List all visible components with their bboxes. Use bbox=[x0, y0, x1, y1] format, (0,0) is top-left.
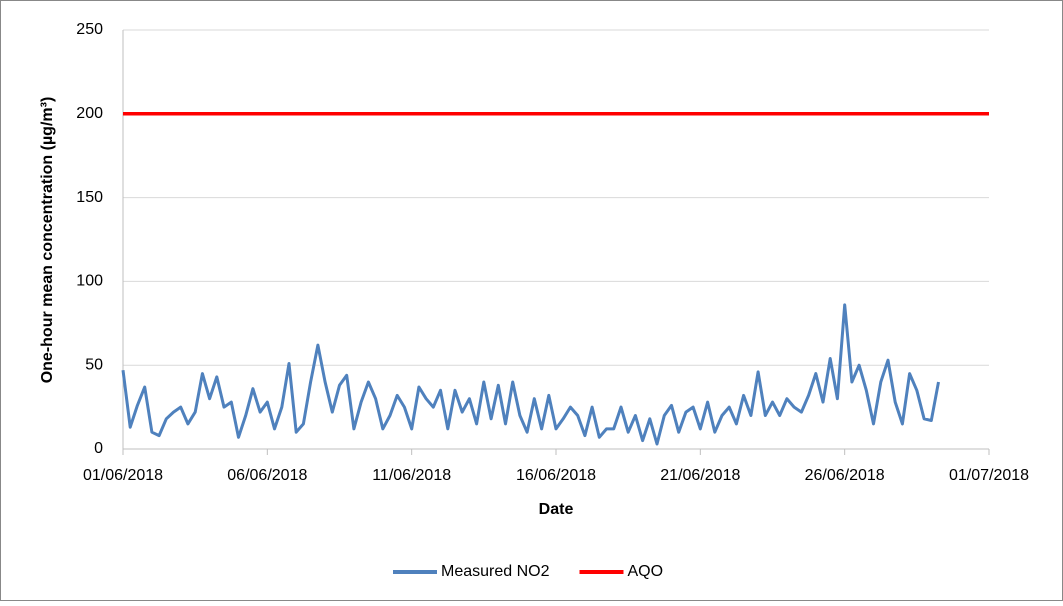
y-axis-title: One-hour mean concentration (µg/m³) bbox=[39, 97, 56, 384]
x-tick-label: 11/06/2018 bbox=[372, 467, 451, 484]
y-tick-label: 250 bbox=[76, 21, 103, 38]
x-tick-label: 01/06/2018 bbox=[83, 467, 163, 484]
x-tick-label: 06/06/2018 bbox=[227, 467, 307, 484]
legend-label: Measured NO2 bbox=[441, 563, 550, 580]
y-tick-label: 50 bbox=[85, 356, 103, 373]
y-tick-label: 200 bbox=[76, 105, 103, 122]
x-axis-title: Date bbox=[539, 501, 574, 518]
x-tick-label: 21/06/2018 bbox=[660, 467, 740, 484]
x-tick-label: 16/06/2018 bbox=[516, 467, 596, 484]
x-tick-label: 26/06/2018 bbox=[805, 467, 885, 484]
y-tick-label: 0 bbox=[94, 440, 103, 457]
legend-label: AQO bbox=[628, 563, 664, 580]
x-tick-label: 01/07/2018 bbox=[949, 467, 1029, 484]
data-line bbox=[121, 303, 940, 446]
y-tick-label: 100 bbox=[76, 273, 103, 290]
y-tick-label: 150 bbox=[76, 189, 103, 206]
